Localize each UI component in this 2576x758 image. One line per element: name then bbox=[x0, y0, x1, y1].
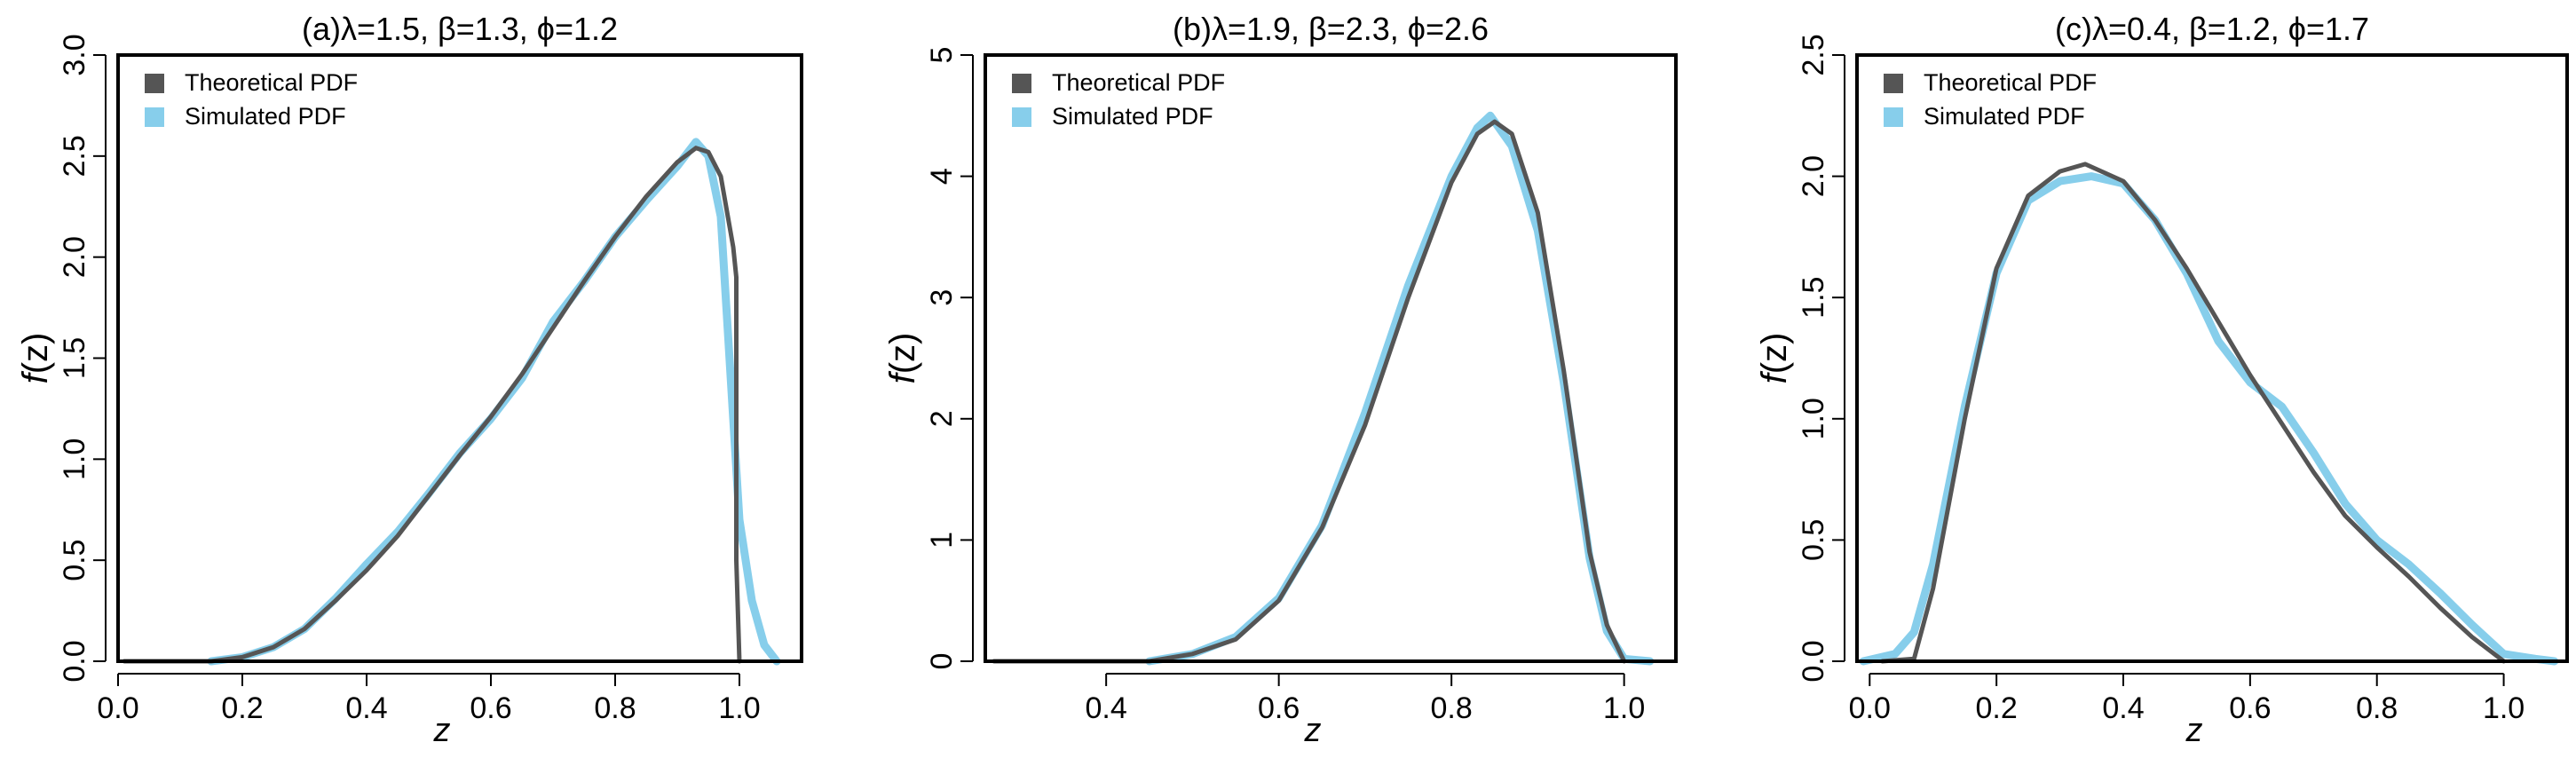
legend-swatch-theoretical bbox=[1012, 74, 1031, 93]
y-tick-label: 1.5 bbox=[1797, 277, 1830, 319]
x-tick-label: 0.4 bbox=[345, 691, 387, 725]
chart-title: (c)λ=0.4, β=1.2, ϕ=1.7 bbox=[2055, 11, 2369, 47]
y-tick-label: 2.0 bbox=[1797, 155, 1830, 197]
x-axis-label: z bbox=[1304, 712, 1322, 749]
x-axis-label: z bbox=[2185, 712, 2203, 749]
legend-swatch-simulated bbox=[1884, 107, 1903, 127]
chart-panel-3: (c)λ=0.4, β=1.2, ϕ=1.7 0.0 0.2 0.4 0.6 0.8 1.0… bbox=[1755, 11, 2569, 749]
x-tick-label: 0.8 bbox=[594, 691, 636, 725]
x-tick-label: 0.6 bbox=[470, 691, 511, 725]
chart-panel-2: (b)λ=1.9, β=2.3, ϕ=2.6 0.4 0.6 0.8 1.0 0 1 2 3 4 5… bbox=[883, 11, 1678, 749]
plot-frame bbox=[1855, 53, 2569, 663]
chart-panel-1: (a)λ=1.5, β=1.3, ϕ=1.2 0.0 0.2 0.4 0.6 0.8 1.0… bbox=[16, 11, 803, 749]
y-tick-label: 5 bbox=[925, 47, 959, 64]
x-tick-label: 1.0 bbox=[2483, 691, 2525, 725]
y-axis-label: f(z) bbox=[883, 333, 922, 384]
y-tick-label: 4 bbox=[925, 168, 959, 185]
x-axis-label: z bbox=[433, 712, 451, 749]
x-tick-label: 0.8 bbox=[1431, 691, 1473, 725]
legend-label: Theoretical PDF bbox=[185, 69, 358, 96]
series-line-simulated bbox=[1145, 111, 1655, 666]
x-tick-label: 1.0 bbox=[1603, 691, 1645, 725]
x-tick-label: 0.2 bbox=[221, 691, 263, 725]
chart-title: (b)λ=1.9, β=2.3, ϕ=2.6 bbox=[1173, 11, 1489, 47]
y-axis-label: f(z) bbox=[1755, 333, 1794, 384]
x-tick-label: 0.0 bbox=[1849, 691, 1891, 725]
series-line-theoretical bbox=[1880, 162, 2507, 664]
y-tick-label: 1 bbox=[925, 532, 959, 549]
plot-frame bbox=[116, 53, 803, 663]
x-tick-label: 1.0 bbox=[718, 691, 760, 725]
y-tick-label: 1.0 bbox=[1797, 398, 1830, 439]
x-tick-label: 0.6 bbox=[2229, 691, 2271, 725]
x-tick-label: 0.2 bbox=[1976, 691, 2018, 725]
series-line-simulated bbox=[1859, 172, 2559, 666]
legend-label: Theoretical PDF bbox=[1052, 69, 1225, 96]
x-tick-label: 0.6 bbox=[1258, 691, 1300, 725]
y-tick-label: 0.0 bbox=[1797, 640, 1830, 682]
y-tick-label: 2.5 bbox=[1797, 34, 1830, 75]
legend-swatch-theoretical bbox=[145, 74, 164, 93]
legend-swatch-simulated bbox=[1012, 107, 1031, 127]
y-tick-label: 2 bbox=[925, 410, 959, 427]
y-tick-label: 3 bbox=[925, 289, 959, 306]
y-tick-label: 0.5 bbox=[1797, 519, 1830, 561]
legend-swatch-theoretical bbox=[1884, 74, 1903, 93]
series-line-theoretical bbox=[122, 146, 742, 664]
y-tick-label: 1.0 bbox=[58, 438, 91, 480]
legend-label: Simulated PDF bbox=[1052, 103, 1213, 130]
plot-frame bbox=[984, 53, 1678, 663]
series-line-theoretical bbox=[992, 119, 1627, 664]
y-tick-label: 2.0 bbox=[58, 236, 91, 278]
x-tick-label: 0.0 bbox=[97, 691, 138, 725]
y-tick-label: 3.0 bbox=[58, 34, 91, 75]
y-tick-label: 1.5 bbox=[58, 337, 91, 379]
y-axis-label: f(z) bbox=[16, 333, 55, 384]
y-tick-label: 0 bbox=[925, 653, 959, 670]
x-tick-label: 0.8 bbox=[2356, 691, 2398, 725]
legend-label: Theoretical PDF bbox=[1924, 69, 2097, 96]
x-tick-label: 0.4 bbox=[1086, 691, 1127, 725]
y-tick-label: 2.5 bbox=[58, 135, 91, 177]
series-line-simulated bbox=[207, 138, 781, 666]
chart-title: (a)λ=1.5, β=1.3, ϕ=1.2 bbox=[302, 11, 618, 47]
legend-swatch-simulated bbox=[145, 107, 164, 127]
x-tick-label: 0.4 bbox=[2102, 691, 2144, 725]
y-tick-label: 0.0 bbox=[58, 640, 91, 682]
y-tick-label: 0.5 bbox=[58, 540, 91, 581]
legend-label: Simulated PDF bbox=[185, 103, 346, 130]
legend-label: Simulated PDF bbox=[1924, 103, 2085, 130]
